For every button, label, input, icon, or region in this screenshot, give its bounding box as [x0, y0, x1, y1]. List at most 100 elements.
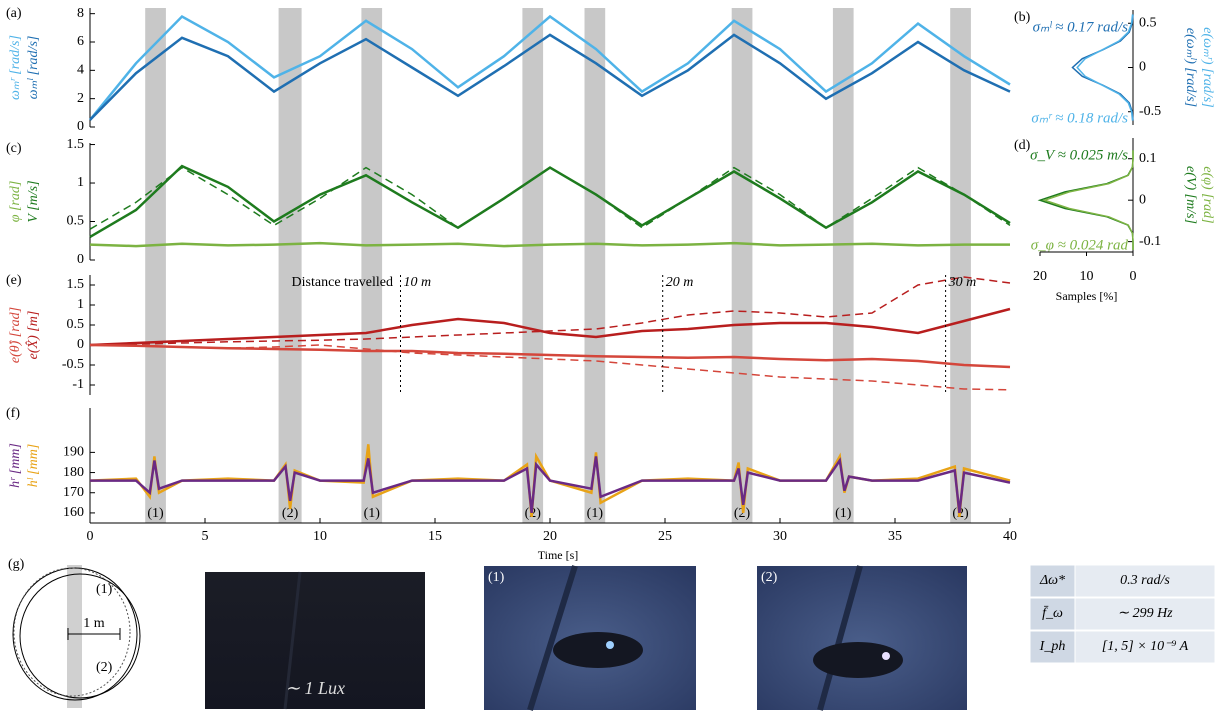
- led: [882, 652, 890, 660]
- y-tick-label: 1: [77, 297, 84, 312]
- highlight-band: [584, 8, 606, 523]
- series-line: [89, 343, 1011, 369]
- x-tick-label: 20: [543, 529, 557, 544]
- highlight-label: (1): [364, 506, 381, 521]
- distance-label: 20 m: [666, 275, 694, 290]
- panel-label: (e): [6, 273, 22, 288]
- trajectory-mark: (2): [96, 660, 113, 675]
- y-axis-label: hʳ [mm]: [8, 443, 23, 488]
- y-tick-label: 1.5: [67, 137, 85, 152]
- x-tick-label: 10: [1080, 269, 1094, 284]
- robot: [813, 642, 903, 678]
- y-axis-label: e(θ̂) [rad]: [8, 307, 23, 363]
- sigma-annotation: σₘʳ ≈ 0.18 rad/s: [1031, 110, 1128, 126]
- panel-label: (a): [6, 6, 22, 21]
- y-tick-label: 0.5: [67, 317, 85, 332]
- y-tick-label: 0: [1139, 192, 1146, 207]
- table-text: 0.3 rad/s: [1120, 573, 1170, 588]
- x-tick-label: 20: [1033, 269, 1047, 284]
- y-tick-label: -0.5: [1139, 104, 1161, 119]
- y-tick-label: 0: [77, 337, 84, 352]
- y-axis-label: ωₘˡ [rad/s]: [26, 36, 41, 100]
- sigma-annotation: σ_φ ≈ 0.024 rad: [1031, 237, 1129, 253]
- x-axis-label: Samples [%]: [1056, 289, 1118, 303]
- y-tick-label: 0.5: [1139, 15, 1157, 30]
- distance-label: 10 m: [404, 275, 432, 290]
- trajectory-drawing: (g) (1) (2) 1 m: [8, 557, 141, 708]
- x-tick-label: 15: [428, 529, 442, 544]
- y-tick-label: 4: [77, 63, 84, 78]
- highlight-label: (1): [147, 506, 164, 521]
- y-tick-label: 190: [63, 445, 84, 460]
- highlight-band: [832, 8, 854, 523]
- series-line: [89, 14, 1011, 121]
- x-tick-label: 30: [773, 529, 787, 544]
- panel-label: (d): [1014, 138, 1031, 153]
- x-tick-label: 40: [1003, 529, 1017, 544]
- table-text: ∼ 299 Hz: [1117, 606, 1173, 621]
- sigma-annotation: σₘˡ ≈ 0.17 rad/s: [1033, 19, 1129, 35]
- x-tick-label: 35: [888, 529, 902, 544]
- table-text: [1, 5] × 10⁻⁹ A: [1102, 639, 1189, 654]
- x-tick-label: 0: [1130, 269, 1137, 284]
- y-tick-label: 1.5: [67, 277, 85, 292]
- series-line: [89, 307, 1011, 347]
- panel-label: (c): [6, 141, 22, 156]
- photo-detail: [527, 565, 578, 711]
- table-text: Δω*: [1039, 573, 1065, 588]
- y-tick-label: -0.1: [1139, 234, 1161, 249]
- x-tick-label: 0: [87, 529, 94, 544]
- y-axis-label: V [m/s]: [26, 180, 41, 222]
- photo-dark: [205, 572, 425, 709]
- y-tick-label: 6: [77, 34, 84, 49]
- y-tick-label: 0.1: [1139, 151, 1157, 166]
- series-line: [89, 164, 1011, 238]
- annotation: Distance travelled: [292, 275, 393, 290]
- panel-label: (b): [1014, 10, 1031, 25]
- table-cell: [1029, 630, 1076, 664]
- table-cell: [1029, 597, 1076, 631]
- y-tick-label: 160: [63, 505, 84, 520]
- series-line: [90, 456, 1011, 514]
- highlight-label: (1): [835, 506, 852, 521]
- highlight-band: [278, 8, 302, 523]
- trajectory-band: [67, 565, 82, 708]
- scale-label: 1 m: [83, 616, 105, 631]
- trajectory-path: [19, 573, 141, 699]
- y-tick-label: 0: [77, 119, 84, 134]
- table-cell: [1074, 630, 1216, 664]
- y-tick-label: 0: [1139, 60, 1146, 75]
- y-tick-label: -1: [72, 377, 84, 392]
- highlight-label: (2): [282, 506, 299, 521]
- table-cell: [1074, 564, 1216, 598]
- photos: ∼ 1 Lux (1) (2): [205, 565, 967, 711]
- series-line: [89, 33, 1011, 121]
- photo-caption: (2): [761, 570, 778, 585]
- trajectory-reference: [13, 567, 131, 697]
- panel-label: (g): [8, 557, 25, 572]
- distribution-line: [1071, 14, 1134, 121]
- y-axis-label: e(φ) [rad]: [1200, 166, 1215, 223]
- y-axis-label: hˡ [mm]: [26, 444, 41, 488]
- distribution-line: [1076, 14, 1134, 121]
- y-tick-label: 8: [77, 6, 84, 21]
- highlight-band: [145, 8, 166, 523]
- x-tick-label: 5: [202, 529, 209, 544]
- table-text: f̄_ω: [1042, 605, 1063, 621]
- y-axis-label: e(X̂) [m]: [25, 311, 41, 360]
- y-axis-label: e(V) [m/s]: [1183, 166, 1198, 224]
- photo-detail: [283, 571, 302, 710]
- highlight-label: (2): [734, 506, 751, 521]
- series-line: [89, 166, 1011, 230]
- x-tick-label: 10: [313, 529, 327, 544]
- y-tick-label: -0.5: [62, 357, 84, 372]
- table-cell: [1074, 597, 1216, 631]
- distribution-line: [1037, 150, 1134, 250]
- distance-label: 30 m: [948, 275, 977, 290]
- highlight-label: (1): [587, 506, 604, 521]
- robot: [553, 632, 643, 668]
- led: [606, 641, 614, 649]
- y-tick-label: 0.5: [67, 214, 85, 229]
- y-axis-label: e(ωₘʳ) [rad/s]: [1200, 27, 1215, 107]
